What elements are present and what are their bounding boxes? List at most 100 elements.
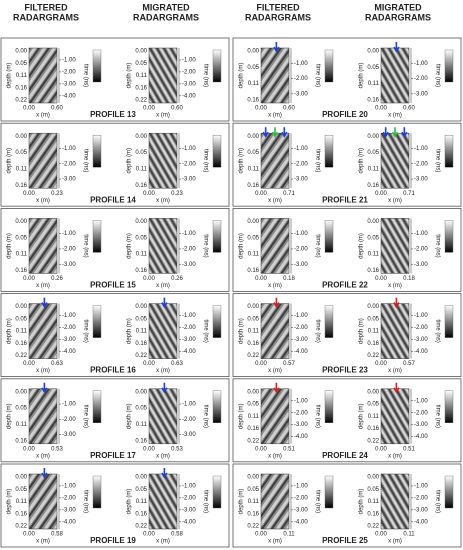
time-tick-label: -2.00: [294, 410, 308, 416]
time-tick-label: -2.00: [294, 76, 308, 82]
colorbar: [212, 220, 222, 253]
time-axis-label: time (ns): [202, 149, 208, 172]
depth-tick-label: 0.00: [247, 49, 259, 55]
depth-tick-label: 0.00: [247, 134, 259, 140]
radargram: [260, 47, 290, 104]
depth-tick-label: 0.16: [247, 268, 259, 274]
colorbar: [324, 305, 334, 338]
x-tick-label: 0.53: [51, 446, 63, 452]
depth-tick-label: 0.22: [367, 524, 379, 530]
depth-tick-label: 0.16: [15, 183, 27, 189]
x-tick-label: 0.00: [23, 446, 35, 452]
colorbar: [444, 305, 454, 338]
depth-tick-label: 0.00: [15, 219, 27, 225]
depth-axis-label: depth (m): [359, 63, 365, 89]
time-tick-label: -3.00: [414, 422, 428, 428]
time-tick-label: -2.00: [62, 325, 76, 331]
depth-tick-label: 0.05: [247, 235, 259, 241]
time-tick-label: -1.00: [294, 231, 308, 237]
colorbar: [324, 220, 334, 253]
x-tick-label: 0.00: [255, 361, 267, 367]
panel-border: [232, 463, 462, 548]
time-axis-label: time (ns): [202, 234, 208, 257]
radargram: [148, 473, 178, 530]
time-tick-label: -2.00: [62, 161, 76, 167]
time-axis-label: time (ns): [314, 149, 320, 172]
marker-arrow: [161, 468, 168, 479]
panel-border: [0, 378, 230, 463]
depth-tick-label: 0.22: [367, 438, 379, 444]
depth-tick-label: 0.05: [247, 316, 259, 322]
colorbar: [92, 220, 102, 253]
colorbar: [444, 49, 454, 83]
colorbar: [92, 49, 102, 83]
colorbar: [92, 390, 102, 423]
depth-tick-label: 0.22: [15, 98, 27, 104]
x-tick-label: 0.71: [283, 191, 295, 197]
x-tick-label: 0.60: [171, 106, 183, 112]
time-tick-label: -2.00: [414, 76, 428, 82]
depth-tick-label: 0.22: [135, 98, 147, 104]
colorbar: [212, 475, 222, 509]
depth-axis-label: depth (m): [127, 489, 133, 515]
depth-tick-label: 0.00: [135, 389, 147, 395]
colorbar: [92, 305, 102, 338]
depth-tick-label: 0.16: [15, 268, 27, 274]
radargram: [260, 388, 290, 445]
profile-label: PROFILE 15: [90, 281, 136, 290]
depth-tick-label: 0.05: [15, 316, 27, 322]
time-tick-label: -3.00: [414, 91, 428, 97]
time-tick-label: -1.00: [182, 313, 196, 319]
time-tick-label: -2.00: [62, 495, 76, 501]
profile-panel: 0.00 0.05 0.11 0.16 depth (m) -1.00 -2.00 -3.00…: [0, 207, 230, 292]
time-tick-label: -2.00: [414, 495, 428, 501]
radargram: [28, 47, 58, 104]
depth-tick-label: 0.00: [135, 304, 147, 310]
time-tick-label: -4.00: [294, 434, 308, 440]
profile-label: PROFILE 24: [322, 451, 368, 460]
time-axis-label: time (ns): [82, 234, 88, 257]
depth-tick-label: 0.11: [16, 499, 28, 505]
x-tick-label: 0.00: [255, 446, 267, 452]
depth-tick-label: 0.11: [16, 73, 28, 79]
column-header: MIGRATED: [374, 2, 422, 12]
x-tick-label: 0.23: [171, 191, 183, 197]
marker-arrow: [41, 468, 48, 479]
time-axis-label: time (ns): [82, 319, 88, 342]
x-tick-label: 0.00: [143, 276, 155, 282]
marker-arrow: [273, 297, 280, 309]
time-axis-label: time (ns): [314, 64, 320, 87]
time-tick-label: -2.00: [182, 495, 196, 501]
x-tick-label: 0.00: [23, 361, 35, 367]
profile-label: PROFILE 21: [322, 195, 368, 204]
time-tick-label: -1.00: [294, 146, 308, 152]
depth-tick-label: 0.00: [367, 219, 379, 225]
depth-tick-label: 0.00: [135, 49, 147, 55]
x-axis-label: x (m): [36, 283, 50, 289]
x-tick-label: 0.60: [51, 106, 63, 112]
depth-tick-label: 0.05: [247, 65, 259, 71]
time-tick-label: -1.00: [182, 484, 196, 490]
depth-axis-label: depth (m): [359, 318, 365, 344]
depth-tick-label: 0.00: [15, 134, 27, 140]
time-tick-label: -4.00: [62, 93, 76, 99]
depth-tick-label: 0.00: [367, 304, 379, 310]
depth-axis-label: depth (m): [127, 63, 133, 89]
x-tick-label: 0.00: [255, 276, 267, 282]
x-tick-label: 0.57: [283, 361, 295, 367]
depth-axis-label: depth (m): [359, 148, 365, 174]
depth-tick-label: 0.11: [368, 499, 380, 505]
depth-tick-label: 0.11: [248, 166, 260, 172]
depth-tick-label: 0.16: [367, 98, 379, 104]
time-tick-label: -1.00: [294, 398, 308, 404]
depth-tick-label: 0.16: [367, 183, 379, 189]
x-tick-label: 0.00: [143, 361, 155, 367]
depth-tick-label: 0.22: [135, 524, 147, 530]
depth-tick-label: 0.16: [367, 426, 379, 432]
column-header: RADARGRAMS: [365, 12, 431, 22]
x-axis-label: x (m): [36, 453, 50, 459]
time-axis-label: time (ns): [434, 405, 440, 428]
time-tick-label: -2.00: [414, 410, 428, 416]
profile-panel: 0.00 0.05 0.11 0.16 depth (m) -1.00 -2.00 -3.00…: [232, 37, 462, 122]
time-tick-label: -3.00: [182, 262, 196, 268]
